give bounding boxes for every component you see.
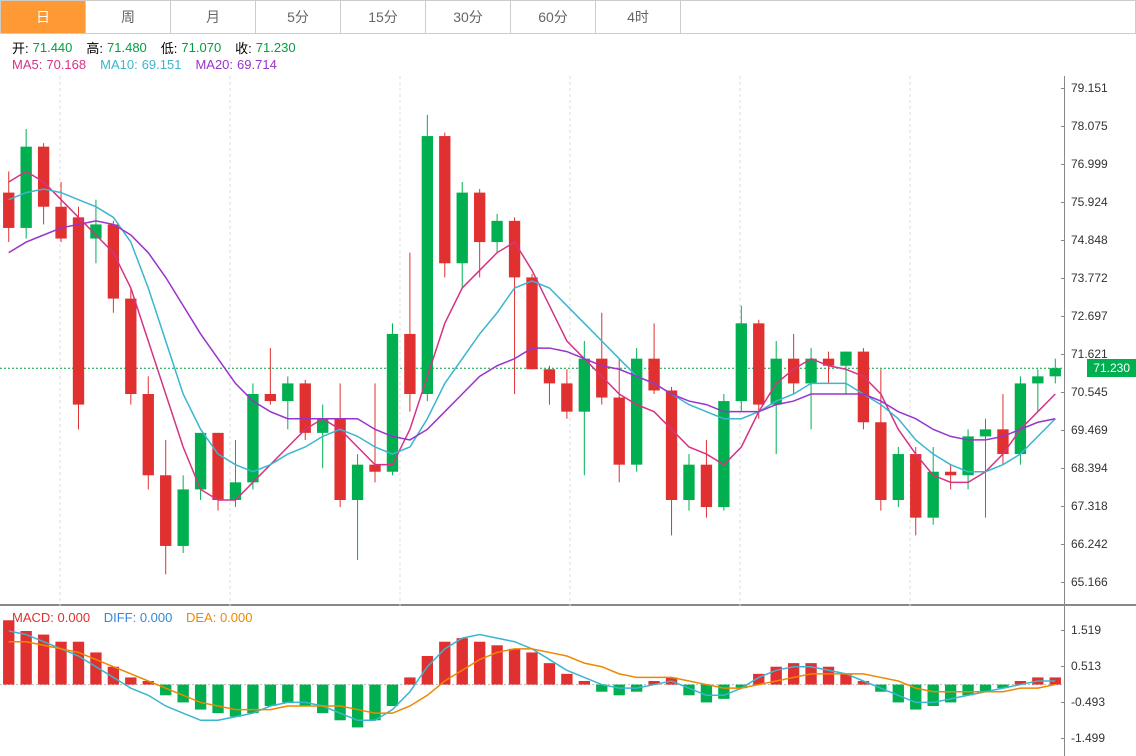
y-tick-label: 66.242 bbox=[1071, 537, 1108, 551]
close-value: 71.230 bbox=[256, 40, 296, 55]
macd-info: MACD: 0.000 DIFF: 0.000 DEA: 0.000 bbox=[12, 610, 253, 625]
low-value: 71.070 bbox=[181, 40, 221, 55]
macd-y-axis: -1.499 -0.493 0.513 1.519 bbox=[1064, 606, 1136, 756]
macd-y-tick-label: -0.493 bbox=[1071, 695, 1105, 709]
ma20-label: MA20: bbox=[195, 57, 233, 72]
macd-area[interactable]: MACD: 0.000 DIFF: 0.000 DEA: 0.000 -1.49… bbox=[0, 606, 1136, 756]
current-price-badge: 71.230 bbox=[1087, 359, 1136, 377]
y-tick-label: 65.166 bbox=[1071, 575, 1108, 589]
y-tick-label: 72.697 bbox=[1071, 309, 1108, 323]
high-value: 71.480 bbox=[107, 40, 147, 55]
macd-label: MACD: bbox=[12, 610, 54, 625]
tab-月[interactable]: 月 bbox=[171, 1, 256, 33]
high-label: 高: bbox=[86, 38, 103, 57]
y-tick-label: 78.075 bbox=[1071, 119, 1108, 133]
diff-value: 0.000 bbox=[140, 610, 173, 625]
dea-label: DEA: bbox=[186, 610, 216, 625]
y-tick-label: 70.545 bbox=[1071, 385, 1108, 399]
y-tick-label: 68.394 bbox=[1071, 461, 1108, 475]
tab-15分[interactable]: 15分 bbox=[341, 1, 426, 33]
y-tick-label: 76.999 bbox=[1071, 157, 1108, 171]
tab-日[interactable]: 日 bbox=[1, 1, 86, 33]
macd-y-tick-label: 1.519 bbox=[1071, 623, 1101, 637]
timeframe-tabs: 日周月5分15分30分60分4时 bbox=[0, 0, 1136, 34]
open-value: 71.440 bbox=[33, 40, 73, 55]
candlestick-chart bbox=[0, 76, 1064, 606]
info-bar: 开: 71.440 高: 71.480 低: 71.070 收: 71.230 … bbox=[0, 34, 1136, 76]
tab-周[interactable]: 周 bbox=[86, 1, 171, 33]
macd-y-tick-label: -1.499 bbox=[1071, 731, 1105, 745]
ma10-value: 69.151 bbox=[142, 57, 182, 72]
close-label: 收: bbox=[235, 38, 252, 57]
y-tick-label: 69.469 bbox=[1071, 423, 1108, 437]
y-tick-label: 74.848 bbox=[1071, 233, 1108, 247]
ma10-label: MA10: bbox=[100, 57, 138, 72]
macd-y-tick-label: 0.513 bbox=[1071, 659, 1101, 673]
diff-label: DIFF: bbox=[104, 610, 137, 625]
ma20-value: 69.714 bbox=[237, 57, 277, 72]
ma5-label: MA5: bbox=[12, 57, 42, 72]
y-tick-label: 67.318 bbox=[1071, 499, 1108, 513]
y-tick-label: 73.772 bbox=[1071, 271, 1108, 285]
y-tick-label: 75.924 bbox=[1071, 195, 1108, 209]
main-chart-area[interactable]: 65.16666.24267.31868.39469.46970.54571.6… bbox=[0, 76, 1136, 606]
open-label: 开: bbox=[12, 38, 29, 57]
low-label: 低: bbox=[161, 38, 178, 57]
macd-value: 0.000 bbox=[58, 610, 91, 625]
y-tick-label: 79.151 bbox=[1071, 81, 1108, 95]
macd-chart bbox=[0, 606, 1064, 756]
price-y-axis: 65.16666.24267.31868.39469.46970.54571.6… bbox=[1064, 76, 1136, 606]
tab-60分[interactable]: 60分 bbox=[511, 1, 596, 33]
tab-5分[interactable]: 5分 bbox=[256, 1, 341, 33]
tab-30分[interactable]: 30分 bbox=[426, 1, 511, 33]
tab-4时[interactable]: 4时 bbox=[596, 1, 681, 33]
dea-value: 0.000 bbox=[220, 610, 253, 625]
ma5-value: 70.168 bbox=[46, 57, 86, 72]
